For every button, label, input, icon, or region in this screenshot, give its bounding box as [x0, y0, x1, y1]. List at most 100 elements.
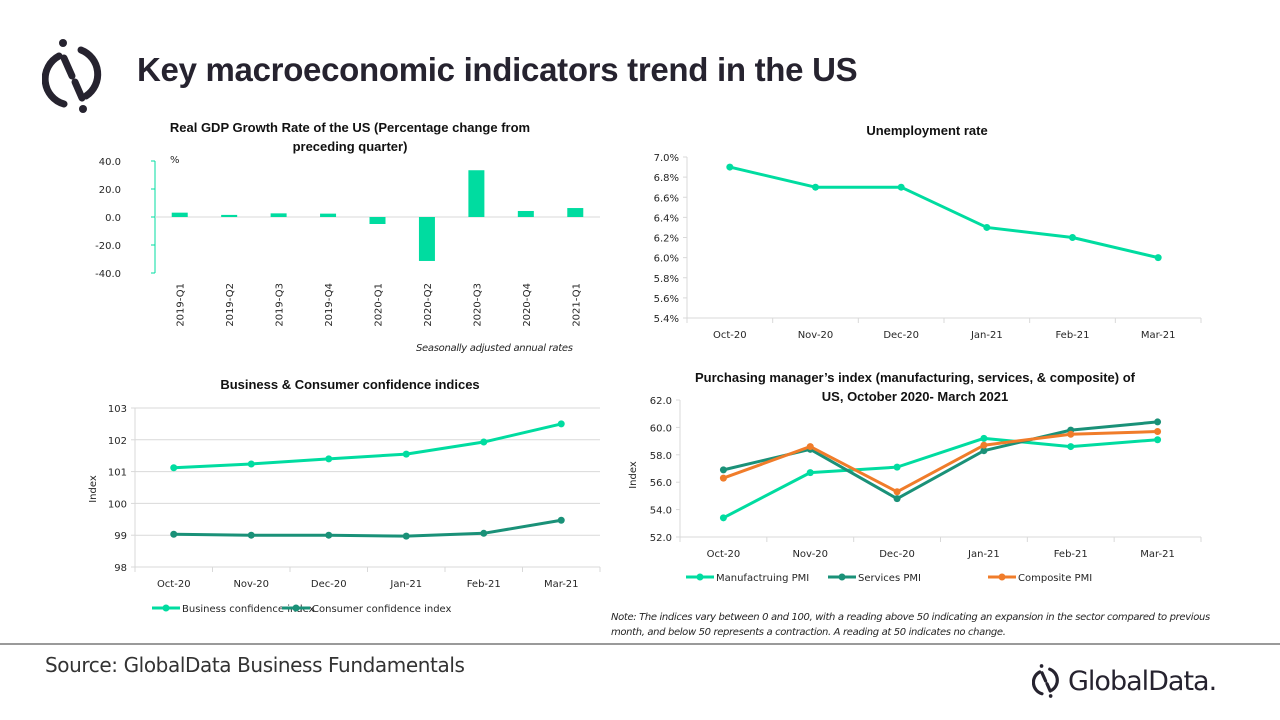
confidence-series-line — [173, 422, 562, 470]
unemployment-y-tick-label: 7.0% — [654, 153, 679, 164]
confidence-x-tick-label: Jan-21 — [389, 579, 422, 590]
confidence-y-tick-label: 101 — [108, 468, 127, 479]
pmi-data-point — [980, 447, 988, 455]
gdp-bar — [567, 208, 584, 217]
pmi-data-point — [806, 443, 814, 451]
confidence-y-tick-label: 100 — [108, 499, 127, 510]
pmi-data-point — [893, 463, 901, 471]
gdp-bar — [468, 170, 485, 217]
pmi-legend-marker — [838, 573, 846, 581]
gdp-bar — [221, 214, 238, 217]
pmi-data-point — [1154, 418, 1162, 426]
pmi-chart-title-line2: US, October 2020- March 2021 — [822, 389, 1008, 404]
unemployment-y-tick-label: 6.6% — [654, 193, 679, 204]
pmi-y-axis-label: Index — [628, 461, 639, 489]
gdp-x-tick-label: 2021-Q1 — [571, 283, 582, 327]
pmi-legend-marker — [696, 573, 704, 581]
pmi-y-tick-label: 56.0 — [650, 478, 672, 489]
confidence-data-point — [170, 464, 178, 472]
confidence-data-point — [480, 529, 488, 537]
confidence-data-point — [402, 450, 410, 458]
unemployment-x-tick-label: Nov-20 — [798, 330, 834, 341]
pmi-y-tick-label: 60.0 — [650, 423, 672, 434]
brand-logo: GlobalData. — [1032, 660, 1217, 702]
gdp-x-tick-label: 2020-Q3 — [472, 283, 483, 327]
pmi-x-tick-label: Dec-20 — [879, 549, 915, 560]
unemployment-series-line — [729, 165, 1159, 260]
pmi-x-tick-label: Feb-21 — [1054, 549, 1088, 560]
confidence-x-tick-label: Dec-20 — [311, 579, 347, 590]
unemployment-x-tick-label: Oct-20 — [713, 330, 747, 341]
confidence-data-point — [170, 530, 178, 538]
gdp-chart-note: Seasonally adjusted annual rates — [416, 343, 573, 354]
unemployment-x-tick-label: Dec-20 — [883, 330, 919, 341]
confidence-y-tick-label: 98 — [114, 563, 127, 574]
confidence-data-point — [325, 455, 333, 463]
unemployment-y-tick-label: 6.4% — [654, 213, 679, 224]
pmi-chart-title-line1: Purchasing manager’s index (manufacturin… — [695, 370, 1136, 385]
gdp-bar — [369, 217, 386, 224]
gdp-x-tick-label: 2019-Q4 — [324, 283, 335, 327]
unemployment-data-point — [1069, 234, 1076, 241]
gdp-x-tick-label: 2019-Q3 — [275, 283, 286, 327]
gdp-bar — [270, 213, 287, 217]
unemployment-x-tick-label: Feb-21 — [1055, 330, 1089, 341]
pmi-data-point — [980, 434, 988, 442]
unemployment-y-tick-label: 6.2% — [654, 234, 679, 245]
gdp-y-tick-label: 0.0 — [105, 213, 121, 224]
confidence-legend-marker — [162, 604, 170, 612]
confidence-y-tick-label: 99 — [114, 531, 127, 542]
gdp-y-tick-label: -40.0 — [95, 269, 121, 280]
gdp-unit-label: % — [170, 155, 180, 166]
globaldata-logo-icon — [42, 39, 102, 113]
confidence-y-tick-label: 102 — [108, 436, 127, 447]
gdp-chart-title-line1: Real GDP Growth Rate of the US (Percenta… — [170, 120, 530, 135]
confidence-series-line — [173, 518, 562, 538]
confidence-x-tick-label: Mar-21 — [544, 579, 579, 590]
confidence-y-axis-label: Index — [88, 475, 99, 503]
globaldata-small-logo-icon — [1032, 664, 1059, 698]
confidence-x-tick-label: Nov-20 — [233, 579, 269, 590]
confidence-legend-label: Business confidence index — [182, 604, 315, 615]
pmi-data-point — [1067, 443, 1075, 451]
pmi-series-line — [722, 430, 1158, 494]
pmi-data-point — [719, 514, 727, 522]
gdp-x-tick-label: 2020-Q4 — [522, 283, 533, 327]
gdp-x-tick-label: 2020-Q1 — [374, 283, 385, 327]
pmi-data-point — [719, 474, 727, 482]
unemployment-y-tick-label: 5.6% — [654, 294, 679, 305]
unemployment-data-point — [983, 223, 991, 231]
unemployment-y-tick-label: 5.8% — [654, 274, 679, 285]
confidence-y-tick-label: 103 — [108, 404, 127, 415]
unemployment-chart-title: Unemployment rate — [866, 123, 987, 138]
pmi-legend-label: Composite PMI — [1018, 573, 1092, 584]
confidence-legend-label: Consumer confidence index — [312, 604, 452, 615]
pmi-y-tick-label: 54.0 — [650, 506, 672, 517]
unemployment-data-point — [726, 163, 734, 171]
gdp-bar — [517, 210, 534, 217]
confidence-data-point — [480, 438, 488, 446]
confidence-data-point — [247, 460, 255, 468]
gdp-x-tick-label: 2020-Q2 — [423, 283, 434, 327]
gdp-chart: Real GDP Growth Rate of the US (Percenta… — [95, 120, 600, 327]
confidence-x-tick-label: Feb-21 — [467, 579, 501, 590]
gdp-bar — [171, 212, 188, 217]
unemployment-y-tick-label: 5.4% — [654, 314, 679, 325]
gdp-chart-title-line2: preceding quarter) — [293, 139, 408, 154]
gdp-x-tick-label: 2019-Q2 — [225, 283, 236, 327]
pmi-y-tick-label: 58.0 — [650, 451, 672, 462]
gdp-x-tick-label: 2019-Q1 — [176, 283, 187, 327]
gdp-y-tick-label: 40.0 — [99, 157, 121, 168]
pmi-data-point — [980, 441, 988, 449]
pmi-data-point — [806, 469, 814, 477]
pmi-data-point — [893, 488, 901, 496]
gdp-bar — [320, 213, 337, 217]
unemployment-chart: Unemployment rate 7.0% 6.8% 6.6% 6.4% 6.2% 6.… — [654, 123, 1202, 341]
unemployment-data-point — [897, 183, 905, 191]
unemployment-x-tick-label: Mar-21 — [1141, 330, 1176, 341]
unemployment-y-tick-label: 6.0% — [654, 254, 679, 265]
footer-divider — [0, 643, 1280, 645]
confidence-data-point — [325, 531, 333, 539]
pmi-legend-marker — [998, 573, 1006, 581]
